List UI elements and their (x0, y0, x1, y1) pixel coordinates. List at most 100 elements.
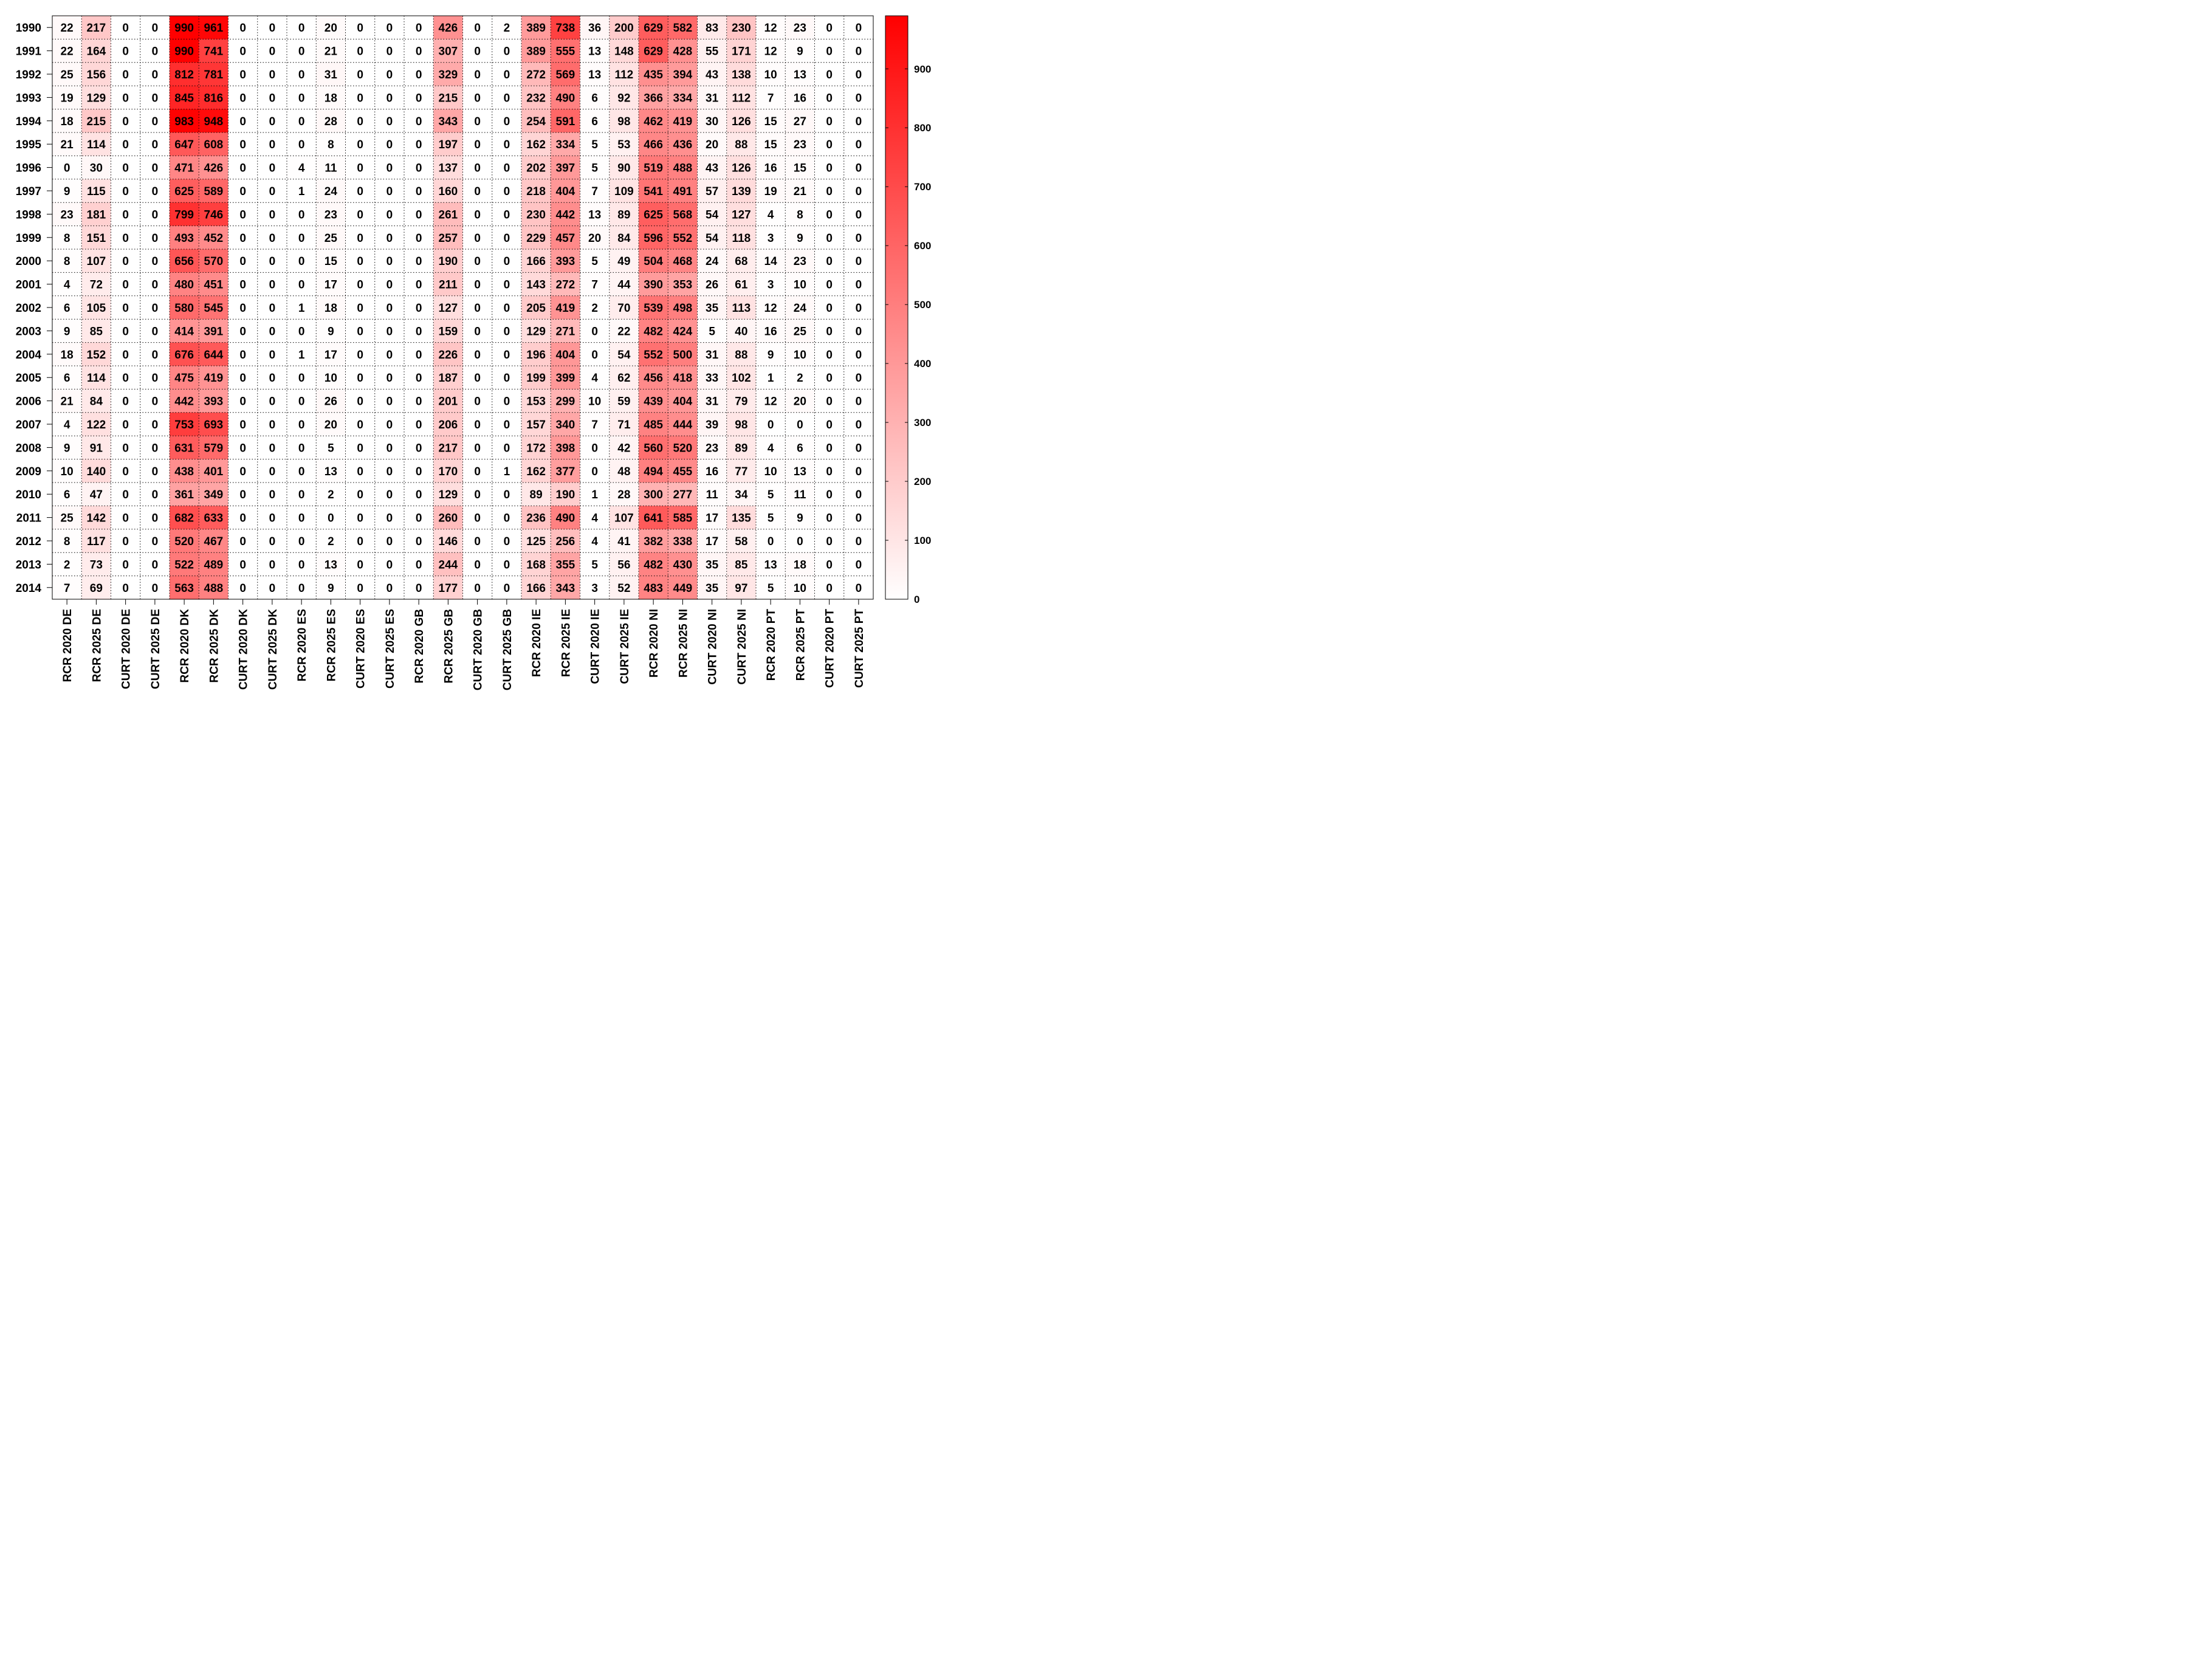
heatmap-cell (814, 202, 845, 227)
heatmap-cell (756, 483, 786, 506)
heatmap-cell (462, 552, 493, 577)
heatmap-cell (492, 202, 522, 227)
heatmap-cell (609, 459, 639, 483)
cell-value-label: 0 (797, 535, 803, 548)
cell-value-label: 0 (269, 232, 276, 245)
heatmap-cell (257, 529, 287, 553)
cell-value-label: 0 (416, 349, 422, 362)
heatmap-cell (521, 552, 551, 577)
heatmap-cell (257, 506, 287, 530)
heatmap-cell (551, 132, 581, 156)
cell-value-label: 10 (61, 466, 74, 478)
heatmap-cell (609, 366, 639, 390)
cell-value-label: 7 (591, 279, 598, 292)
cell-value-label: 0 (474, 232, 481, 245)
heatmap-cell (639, 319, 668, 343)
cell-value-label: 201 (439, 396, 458, 408)
heatmap-cell (843, 529, 874, 553)
cell-value-label: 334 (673, 92, 693, 105)
heatmap-cell (228, 576, 258, 600)
cell-value-label: 162 (526, 139, 546, 151)
heatmap-cell (521, 319, 551, 343)
heatmap-cell (345, 62, 376, 86)
x-tick-label: RCR 2020 DE (61, 609, 74, 682)
heatmap-cell (521, 39, 551, 63)
heatmap-cell (639, 156, 668, 180)
cell-value-label: 28 (617, 489, 630, 501)
cell-value-label: 8 (328, 139, 334, 151)
heatmap-cell (492, 39, 522, 63)
cell-value-label: 1 (298, 185, 305, 198)
x-tick-label: CURT 2025 NI (736, 609, 749, 685)
cell-value-label: 4 (591, 512, 598, 525)
heatmap-cell (257, 132, 287, 156)
heatmap-cell (521, 132, 551, 156)
cell-value-label: 426 (204, 162, 224, 175)
cell-value-label: 39 (706, 419, 718, 431)
cell-value-label: 20 (588, 232, 601, 245)
heatmap-cell (140, 39, 170, 63)
cell-value-label: 0 (416, 325, 422, 338)
x-tick-label: CURT 2025 DE (149, 609, 162, 689)
x-tick-label: RCR 2020 IE (531, 609, 543, 677)
heatmap-cell (814, 39, 845, 63)
heatmap-cell (170, 506, 199, 530)
heatmap-cell (756, 389, 786, 413)
cell-value-label: 0 (826, 349, 833, 362)
heatmap-cell (697, 529, 727, 553)
y-tick-label: 2010 (16, 489, 41, 501)
cell-value-label: 57 (706, 185, 718, 198)
heatmap-cell (843, 86, 874, 110)
cell-value-label: 0 (504, 419, 510, 431)
cell-value-label: 0 (416, 396, 422, 408)
cell-value-label: 13 (325, 466, 337, 478)
cell-value-label: 14 (764, 255, 778, 268)
heatmap-cell (404, 62, 434, 86)
cell-value-label: 72 (90, 279, 103, 292)
heatmap-cell (170, 295, 199, 320)
heatmap-cell (111, 249, 141, 273)
cell-value-label: 0 (357, 185, 363, 198)
cell-value-label: 31 (706, 349, 719, 362)
heatmap-cell (374, 436, 405, 460)
heatmap-cell (756, 132, 786, 156)
cell-value-label: 0 (504, 279, 510, 292)
heatmap-cell (433, 132, 464, 156)
heatmap-cell (287, 342, 317, 366)
cell-value-label: 0 (122, 255, 129, 268)
heatmap-cell (462, 86, 493, 110)
y-tick-label: 2004 (16, 349, 42, 362)
cell-value-label: 24 (325, 185, 338, 198)
cell-value-label: 0 (474, 22, 481, 35)
cell-value-label: 0 (416, 419, 422, 431)
heatmap-cell (228, 552, 258, 577)
heatmap-cell (726, 366, 757, 390)
cell-value-label: 140 (87, 466, 106, 478)
heatmap-cell (199, 483, 229, 506)
heatmap-cell (374, 249, 405, 273)
cell-value-label: 12 (764, 22, 777, 35)
cell-value-label: 0 (357, 22, 363, 35)
heatmap-cell (609, 225, 639, 250)
heatmap-cell (697, 506, 727, 530)
cell-value-label: 9 (64, 442, 70, 455)
cell-value-label: 489 (204, 558, 224, 571)
heatmap-cell (170, 16, 199, 40)
heatmap-cell (668, 132, 698, 156)
heatmap-cell (287, 412, 317, 436)
heatmap-cell (756, 249, 786, 273)
heatmap-cell (785, 16, 816, 40)
heatmap-cell (111, 459, 141, 483)
heatmap-cell (462, 132, 493, 156)
heatmap-cell (668, 86, 698, 110)
heatmap-cell (580, 389, 610, 413)
heatmap-cell (52, 529, 82, 553)
cell-value-label: 126 (732, 115, 751, 128)
cell-value-label: 90 (617, 162, 630, 175)
cell-value-label: 172 (526, 442, 546, 455)
heatmap-cell (609, 506, 639, 530)
heatmap-cell (170, 576, 199, 600)
heatmap-cell (140, 202, 170, 227)
cell-value-label: 682 (174, 512, 194, 525)
cell-value-label: 812 (174, 69, 194, 81)
